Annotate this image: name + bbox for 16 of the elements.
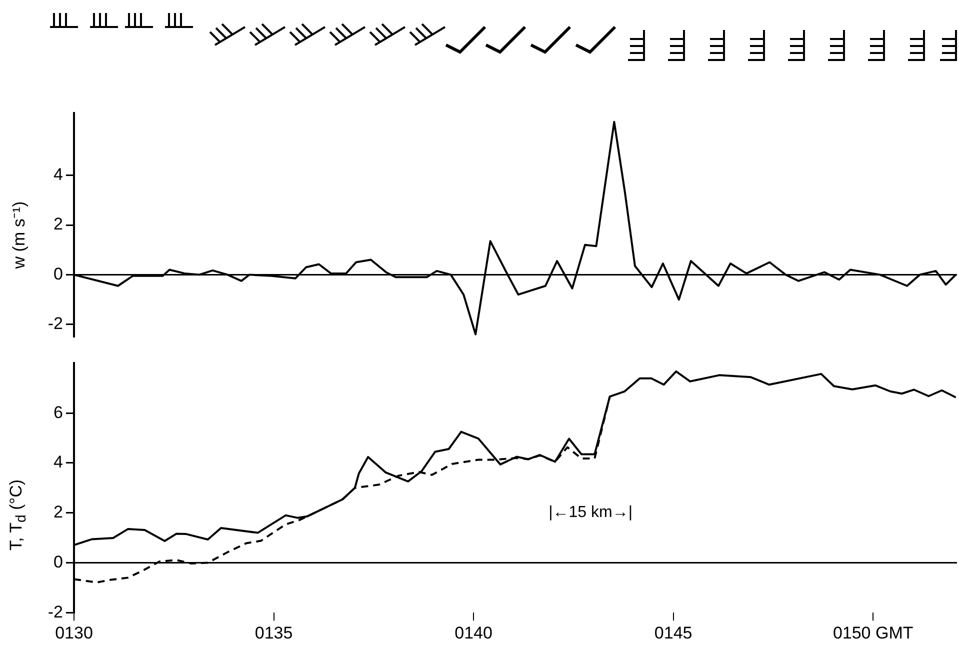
y-tick-label: 0	[54, 264, 63, 284]
y-tick-label: 4	[54, 165, 63, 184]
x-tick-label: 0135	[254, 623, 293, 642]
y-tick-label: 2	[54, 502, 63, 522]
y-tick-label: -2	[48, 602, 63, 622]
y-axis-title: w (m s⁻¹)	[8, 201, 30, 269]
x-tick-label: 0150 GMT	[832, 623, 914, 642]
y-tick-label: 2	[54, 214, 63, 234]
annotation: |←15 km→|	[548, 504, 632, 522]
y-tick-label: 0	[54, 552, 63, 572]
y-tick-label: -2	[48, 314, 63, 334]
x-tick-label: 0130	[55, 623, 93, 642]
x-tick-label: 0145	[654, 623, 692, 642]
y-tick-label: 4	[54, 452, 63, 472]
y-tick-label: 6	[54, 402, 63, 422]
x-tick-label: 0140	[454, 623, 492, 642]
